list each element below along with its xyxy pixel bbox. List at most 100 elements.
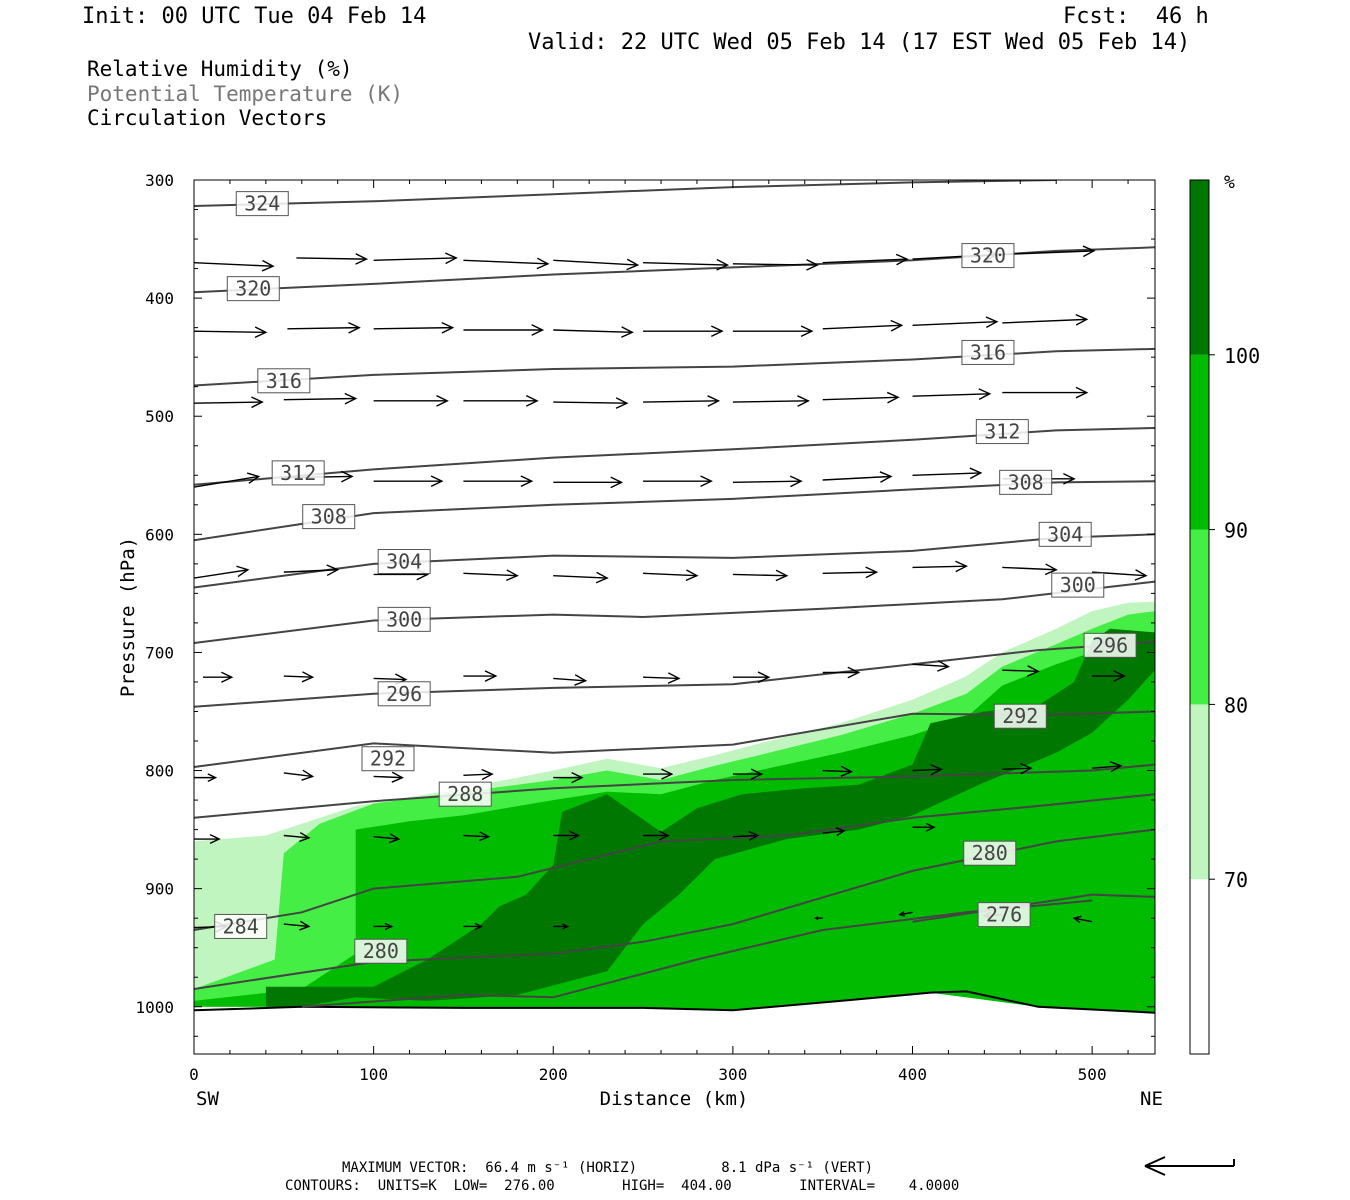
circulation-vector bbox=[194, 472, 261, 488]
theta-contour-280 bbox=[301, 899, 1093, 1008]
circulation-vector bbox=[373, 833, 401, 844]
svg-text:292: 292 bbox=[1002, 704, 1038, 728]
circulation-vector bbox=[732, 259, 819, 271]
valid-time: Valid: 22 UTC Wed 05 Feb 14 (17 EST Wed … bbox=[528, 30, 1191, 55]
circulation-vector bbox=[643, 672, 681, 684]
svg-text:280: 280 bbox=[972, 841, 1008, 865]
contour-label-292: 292 bbox=[361, 746, 415, 772]
theta-contour-304 bbox=[194, 533, 1155, 589]
circulation-vector bbox=[1072, 915, 1093, 924]
circulation-vector bbox=[1092, 670, 1127, 682]
circulation-vector bbox=[1002, 762, 1033, 775]
circulation-vector bbox=[1002, 245, 1096, 258]
circulation-vector bbox=[732, 395, 810, 407]
contour-label-292: 292 bbox=[993, 703, 1047, 729]
circulation-vector bbox=[732, 325, 814, 338]
y-tick-label: 400 bbox=[145, 289, 174, 308]
contour-label-308: 308 bbox=[302, 504, 356, 530]
contour-label-280: 280 bbox=[963, 840, 1017, 866]
circulation-vector bbox=[643, 325, 724, 338]
y-tick-label: 700 bbox=[145, 643, 174, 662]
circulation-vector bbox=[194, 326, 268, 339]
circulation-vector bbox=[732, 768, 764, 780]
circulation-vector bbox=[822, 827, 846, 836]
circulation-vector bbox=[373, 922, 394, 931]
circulation-vector bbox=[553, 258, 640, 271]
contour-label-312: 312 bbox=[975, 419, 1029, 445]
circulation-vector bbox=[463, 257, 550, 270]
circulation-vector bbox=[283, 564, 340, 577]
circulation-vector bbox=[643, 258, 730, 271]
circulation-vector bbox=[822, 253, 909, 266]
circulation-vector bbox=[643, 768, 674, 780]
y-tick-label: 900 bbox=[145, 880, 174, 899]
circulation-vector bbox=[912, 316, 999, 329]
svg-text:296: 296 bbox=[386, 682, 422, 706]
contour-label-288: 288 bbox=[438, 781, 492, 807]
circulation-vector bbox=[463, 324, 545, 336]
theta-contour-288 bbox=[194, 763, 1155, 819]
circulation-vector bbox=[553, 674, 588, 686]
contour-label-312: 312 bbox=[271, 460, 325, 486]
contour-label-300: 300 bbox=[377, 606, 431, 632]
x-axis-title: Distance (km) bbox=[600, 1088, 749, 1110]
y-tick-label: 800 bbox=[145, 762, 174, 781]
svg-text:308: 308 bbox=[311, 505, 347, 529]
circulation-vector bbox=[1002, 563, 1058, 576]
svg-text:288: 288 bbox=[447, 782, 483, 806]
circulation-vector bbox=[463, 475, 534, 488]
rh-fill-90 bbox=[194, 632, 1155, 1013]
colorbar-label: 100 bbox=[1224, 344, 1260, 368]
circulation-vector bbox=[912, 388, 992, 400]
rh-fill-100 bbox=[265, 628, 1155, 1007]
svg-text:296: 296 bbox=[1092, 633, 1128, 657]
circulation-vector bbox=[373, 321, 455, 334]
x-tick-label: 400 bbox=[898, 1065, 927, 1084]
circulation-vector bbox=[463, 831, 491, 842]
y-tick-label: 300 bbox=[145, 171, 174, 190]
theta-contour-308 bbox=[194, 480, 1155, 542]
colorbar-segment bbox=[1190, 180, 1209, 355]
x-end-label-ne: NE bbox=[1140, 1088, 1163, 1110]
circulation-vector bbox=[643, 395, 721, 407]
x-tick-label: 500 bbox=[1078, 1065, 1107, 1084]
circulation-vector bbox=[912, 560, 969, 573]
circulation-vector bbox=[463, 569, 519, 582]
circulation-vector bbox=[283, 392, 358, 405]
circulation-vector bbox=[822, 391, 900, 404]
forecast-hour: Fcst: 46 h bbox=[1063, 4, 1209, 29]
colorbar-frame bbox=[1189, 179, 1210, 1055]
circulation-vector bbox=[732, 569, 789, 582]
svg-text:320: 320 bbox=[970, 244, 1006, 268]
colorbar-label: 80 bbox=[1224, 693, 1248, 717]
init-time: Init: 00 UTC Tue 04 Feb 14 bbox=[82, 4, 427, 29]
y-axis-title: Pressure (hPa) bbox=[117, 537, 139, 697]
circulation-vector bbox=[463, 395, 539, 407]
contour-label-280: 280 bbox=[354, 938, 408, 964]
theta-contour-296 bbox=[194, 640, 1155, 708]
circulation-vector bbox=[643, 830, 670, 841]
y-tick-label: 600 bbox=[145, 525, 174, 544]
svg-text:284: 284 bbox=[223, 914, 259, 938]
circulation-vector bbox=[822, 666, 861, 679]
svg-text:300: 300 bbox=[386, 607, 422, 631]
circulation-vector bbox=[283, 769, 315, 781]
contour-label-304: 304 bbox=[1038, 521, 1092, 547]
svg-text:312: 312 bbox=[984, 420, 1020, 444]
colorbar-segment bbox=[1190, 529, 1209, 705]
circulation-vector bbox=[643, 569, 699, 582]
svg-text:304: 304 bbox=[1047, 522, 1083, 546]
contour-label-296: 296 bbox=[377, 681, 431, 707]
svg-text:324: 324 bbox=[244, 192, 280, 216]
circulation-vector bbox=[283, 671, 315, 683]
colorbar-segment bbox=[1190, 704, 1209, 880]
y-tick-label: 1000 bbox=[135, 998, 174, 1017]
svg-text:312: 312 bbox=[280, 461, 316, 485]
circulation-vector bbox=[912, 764, 943, 776]
circulation-vector bbox=[296, 253, 369, 265]
theta-contour-320 bbox=[194, 246, 1155, 294]
circulation-vector bbox=[553, 830, 581, 841]
contour-label-296: 296 bbox=[1083, 632, 1137, 658]
contour-label-320: 320 bbox=[961, 243, 1015, 269]
